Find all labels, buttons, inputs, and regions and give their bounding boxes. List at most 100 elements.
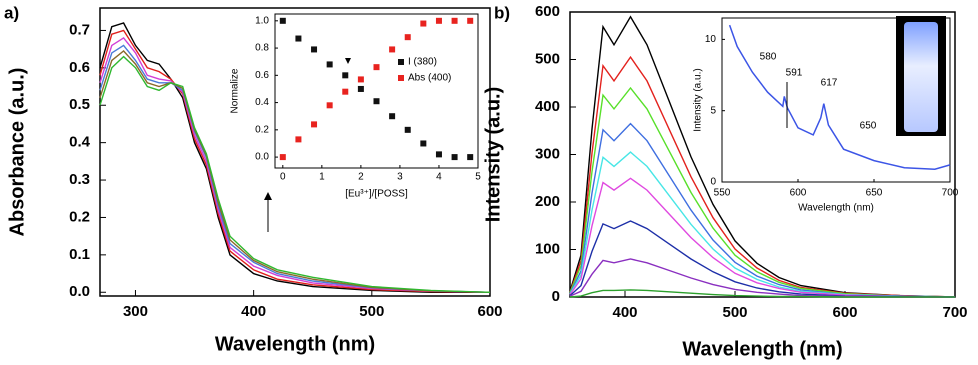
data-point <box>326 102 333 109</box>
y-tick-label: 1.0 <box>255 15 269 26</box>
y-tick-label: 400 <box>535 98 560 115</box>
x-axis-label: Wavelength (nm) <box>798 203 874 214</box>
data-point <box>311 121 318 128</box>
data-point <box>373 98 380 105</box>
x-tick-label: 300 <box>123 303 148 320</box>
plot-frame <box>274 13 479 169</box>
x-tick-label: 400 <box>241 303 266 320</box>
y-axis-label: Normalize <box>230 68 241 113</box>
data-point <box>404 126 411 133</box>
y-tick-label: 600 <box>535 3 560 20</box>
x-axis-label: Wavelength (nm) <box>682 338 842 360</box>
arrow-head <box>264 192 272 200</box>
data-point <box>435 151 442 158</box>
plot-frame <box>721 17 951 183</box>
data-point <box>420 20 427 27</box>
spectrum-line <box>99 22 490 293</box>
panel-label: b) <box>494 3 510 22</box>
data-point <box>295 35 302 42</box>
data-point <box>389 113 396 120</box>
annotation: 617 <box>821 78 838 89</box>
data-point <box>342 72 349 79</box>
y-tick-label: 0.1 <box>69 246 90 263</box>
y-tick-label: 0.3 <box>69 171 90 188</box>
plot-frame <box>99 7 491 297</box>
y-tick-label: 500 <box>535 50 560 67</box>
x-tick-label: 5 <box>475 172 481 183</box>
data-point <box>420 140 427 147</box>
y-tick-label: 0.5 <box>69 96 90 113</box>
annotation: 650 <box>860 121 877 132</box>
x-tick-label: 3 <box>397 172 403 183</box>
y-tick-label: 0.2 <box>255 124 269 135</box>
data-point <box>295 136 302 143</box>
vial <box>904 22 938 132</box>
x-tick-label: 700 <box>942 304 967 321</box>
y-axis-label: Intensity (a.u.) <box>693 68 704 131</box>
legend-swatch <box>398 75 404 81</box>
y-tick-label: 0.2 <box>69 208 90 225</box>
x-tick-label: 400 <box>612 304 637 321</box>
spectrum-line <box>569 289 955 298</box>
panel-label: a) <box>4 3 19 22</box>
y-tick-label: 0.4 <box>255 97 269 108</box>
x-tick-label: 0 <box>280 172 286 183</box>
data-point <box>373 64 380 71</box>
y-tick-label: 0 <box>710 177 716 188</box>
legend-label: I (380) <box>408 57 437 68</box>
y-tick-label: 0 <box>552 288 560 305</box>
y-tick-label: 10 <box>705 34 717 45</box>
y-tick-label: 200 <box>535 193 560 210</box>
y-axis-label: Absorbance (a.u.) <box>6 68 28 237</box>
spectrum-line <box>569 15 956 298</box>
data-point <box>467 17 474 24</box>
spectrum-line <box>99 29 491 293</box>
y-tick-label: 0.7 <box>69 21 90 38</box>
spectrum-line <box>99 50 491 293</box>
y-axis-label: Intensity (a.u.) <box>482 87 504 223</box>
x-tick-label: 700 <box>942 188 959 199</box>
data-point <box>404 34 411 41</box>
x-tick-label: 2 <box>358 172 364 183</box>
data-point <box>279 154 286 161</box>
x-axis-label: Wavelength (nm) <box>215 333 375 355</box>
spectrum-line <box>569 258 955 298</box>
spectrum-line <box>569 220 956 298</box>
spectrum-line <box>728 24 951 170</box>
inset-background <box>275 14 478 168</box>
spectrum-line <box>99 55 491 293</box>
data-point <box>435 17 442 24</box>
y-tick-label: 0.0 <box>255 152 269 163</box>
spectrum-line <box>99 44 491 293</box>
data-point <box>357 85 364 92</box>
x-tick-label: 550 <box>714 188 731 199</box>
y-tick-label: 0.8 <box>255 43 269 54</box>
spectrum-line <box>569 86 956 298</box>
annotation: 580 <box>760 52 777 63</box>
data-point <box>326 61 333 68</box>
y-tick-label: 5 <box>710 105 716 116</box>
spectrum-line <box>569 177 956 298</box>
spectrum-line <box>569 151 956 298</box>
data-point <box>279 17 286 24</box>
spectrum-line <box>99 36 491 293</box>
x-tick-label: 500 <box>359 303 384 320</box>
y-tick-label: 0.0 <box>69 283 90 300</box>
data-point <box>311 46 318 53</box>
data-point <box>342 88 349 95</box>
y-tick-label: 300 <box>535 145 560 162</box>
x-tick-label: 1 <box>319 172 325 183</box>
x-tick-label: 650 <box>866 188 883 199</box>
x-tick-label: 600 <box>790 188 807 199</box>
x-tick-label: 600 <box>832 304 857 321</box>
x-tick-label: 600 <box>477 303 502 320</box>
y-tick-label: 100 <box>535 240 560 257</box>
data-point <box>389 46 396 53</box>
data-point <box>451 154 458 161</box>
y-tick-label: 0.4 <box>69 134 91 151</box>
annotation: 591 <box>786 68 803 79</box>
data-point <box>451 17 458 24</box>
spectrum-line <box>569 55 956 298</box>
data-point <box>467 154 474 161</box>
